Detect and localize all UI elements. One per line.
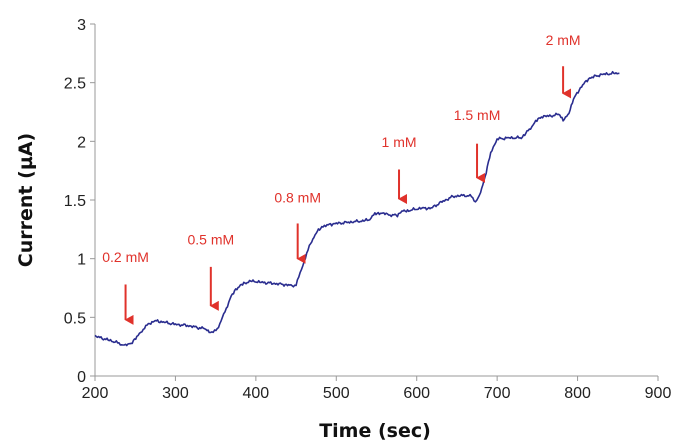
x-axis-ticks: 200 300 400 500 600 700 800 900 [82, 376, 672, 402]
y-tick-label: 3 [77, 17, 86, 34]
x-tick-label: 800 [564, 385, 591, 402]
x-tick-label: 700 [484, 385, 511, 402]
concentration-label: 1.5 mM [454, 107, 501, 123]
series-line [94, 70, 620, 347]
concentration-label: 2 mM [546, 32, 581, 48]
y-tick-label: 1.5 [64, 193, 86, 210]
y-tick-label: 2.5 [64, 76, 86, 93]
concentration-label: 0.5 mM [187, 232, 234, 248]
x-tick-label: 300 [162, 385, 189, 402]
y-tick-label: 0 [77, 369, 86, 386]
x-axis-title: Time (sec) [319, 420, 431, 442]
x-tick-label: 400 [243, 385, 270, 402]
concentration-label: 0.8 mM [274, 189, 321, 205]
y-axis-title: Current (µA) [15, 133, 37, 267]
y-tick-label: 1 [77, 252, 86, 269]
y-tick-label: 0.5 [64, 310, 86, 327]
concentration-label: 0.2 mM [102, 249, 149, 265]
y-axis-ticks: 0 0.5 1 1.5 2 2.5 3 [64, 17, 95, 386]
concentration-label: 1 mM [382, 134, 417, 150]
y-tick-label: 2 [77, 134, 86, 151]
annotation-layer: 0.2 mM 0.5 mM 0.8 mM 1 mM 1.5 mM 2 mM [102, 32, 581, 325]
x-tick-label: 500 [323, 385, 350, 402]
x-tick-label: 900 [645, 385, 672, 402]
series-layer [94, 70, 620, 347]
x-tick-label: 200 [82, 385, 109, 402]
x-tick-label: 600 [403, 385, 430, 402]
